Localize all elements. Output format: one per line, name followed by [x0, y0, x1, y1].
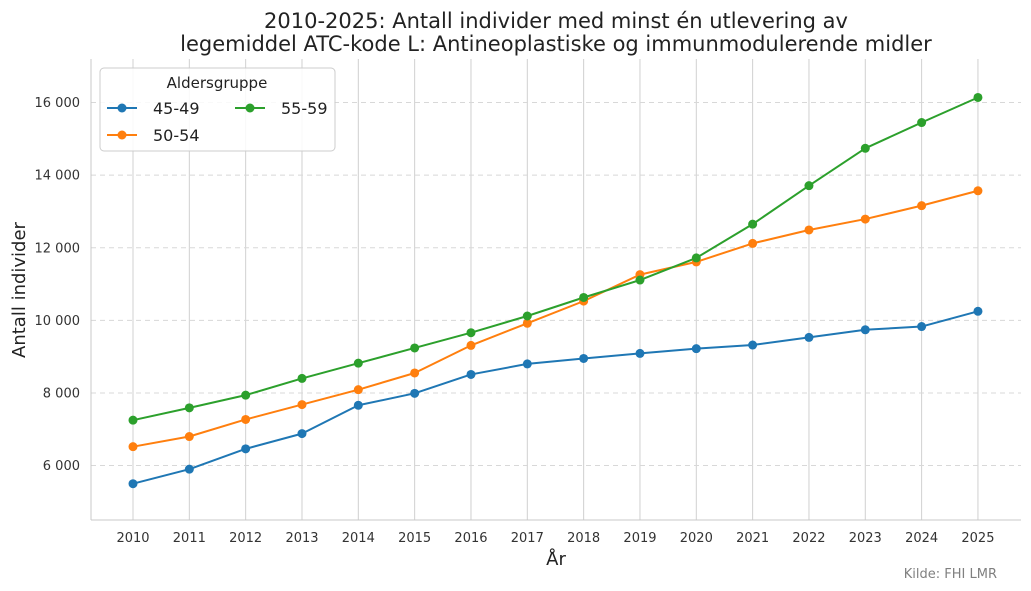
y-tick-label: 8 000 [43, 386, 80, 401]
data-point-45-49 [184, 464, 194, 474]
data-point-45-49 [860, 325, 870, 335]
data-point-45-49 [579, 353, 589, 363]
x-tick-label: 2023 [849, 531, 882, 546]
y-tick-label: 14 000 [35, 169, 81, 184]
data-point-55-59 [917, 118, 927, 128]
legend-label-45-49: 45-49 [153, 99, 200, 118]
x-axis-ticks: 2010 2011 2012 2013 2014 2015 2016 2017 2018 2019… [116, 531, 994, 546]
data-point-55-59 [748, 219, 758, 229]
x-tick-label: 2014 [342, 531, 375, 546]
data-point-50-54 [466, 340, 476, 350]
data-point-45-49 [353, 400, 363, 410]
data-point-45-49 [128, 479, 138, 489]
chart-title-line-1: 2010-2025: Antall individer med minst én… [264, 9, 848, 33]
x-tick-label: 2018 [567, 531, 600, 546]
series-line-55-59 [132, 96, 979, 422]
data-point-55-59 [297, 373, 307, 383]
data-point-50-54 [184, 432, 194, 442]
data-point-55-59 [353, 358, 363, 368]
y-axis-ticks: 6 000 8 000 10 000 12 000 14 000 16 000 [35, 96, 81, 474]
legend-marker-50-54 [117, 130, 127, 140]
data-point-55-59 [635, 275, 645, 285]
series-line-45-49 [132, 310, 979, 485]
data-point-45-49 [691, 344, 701, 354]
data-point-45-49 [297, 429, 307, 439]
chart-title: 2010-2025: Antall individer med minst én… [180, 9, 932, 56]
data-point-45-49 [973, 306, 983, 316]
data-point-50-54 [860, 214, 870, 224]
data-point-50-54 [297, 400, 307, 410]
x-tick-label: 2013 [285, 531, 318, 546]
data-point-55-59 [184, 403, 194, 413]
x-tick-label: 2012 [229, 531, 262, 546]
data-point-55-59 [691, 253, 701, 263]
x-tick-label: 2016 [454, 531, 487, 546]
series-line-50-54 [132, 189, 979, 448]
data-point-55-59 [410, 343, 420, 353]
x-tick-label: 2010 [116, 531, 149, 546]
y-tick-label: 16 000 [35, 96, 81, 111]
data-point-55-59 [579, 292, 589, 302]
data-point-45-49 [635, 348, 645, 358]
legend-label-50-54: 50-54 [153, 126, 200, 145]
y-tick-label: 6 000 [43, 459, 80, 474]
data-point-50-54 [804, 225, 814, 235]
data-point-45-49 [466, 369, 476, 379]
y-axis-label: Antall individer [9, 221, 30, 358]
x-tick-label: 2020 [680, 531, 713, 546]
legend-label-55-59: 55-59 [281, 99, 328, 118]
data-point-50-54 [128, 442, 138, 452]
data-point-45-49 [917, 322, 927, 332]
axes [90, 59, 1021, 521]
data-point-50-54 [241, 414, 251, 424]
data-point-55-59 [804, 181, 814, 191]
x-tick-label: 2024 [905, 531, 938, 546]
x-tick-label: 2011 [173, 531, 206, 546]
data-point-50-54 [410, 368, 420, 378]
x-tick-label: 2022 [792, 531, 825, 546]
legend-title: Aldersgruppe [167, 74, 268, 92]
data-point-55-59 [241, 390, 251, 400]
x-axis-label: År [546, 548, 566, 570]
data-point-45-49 [241, 444, 251, 454]
legend: Aldersgruppe 45-49 50-54 55-59 [99, 67, 336, 152]
data-point-50-54 [353, 385, 363, 395]
data-point-55-59 [860, 143, 870, 153]
y-tick-label: 10 000 [35, 314, 81, 329]
data-point-45-49 [410, 388, 420, 398]
legend-frame [99, 67, 336, 152]
data-point-45-49 [522, 359, 532, 369]
data-point-55-59 [466, 328, 476, 338]
data-point-55-59 [522, 311, 532, 321]
series-lines [128, 92, 983, 489]
x-tick-label: 2015 [398, 531, 431, 546]
x-tick-label: 2025 [961, 531, 994, 546]
x-tick-label: 2017 [511, 531, 544, 546]
y-tick-label: 12 000 [35, 241, 81, 256]
chart-title-line-2: legemiddel ATC-kode L: Antineoplastiske … [180, 32, 932, 56]
data-point-50-54 [748, 238, 758, 248]
data-point-50-54 [522, 318, 532, 328]
legend-marker-45-49 [117, 103, 127, 113]
data-point-45-49 [748, 340, 758, 350]
data-point-50-54 [973, 186, 983, 196]
x-tick-label: 2019 [623, 531, 656, 546]
data-point-45-49 [804, 332, 814, 342]
source-note: Kilde: FHI LMR [904, 567, 997, 582]
x-tick-label: 2021 [736, 531, 769, 546]
data-point-55-59 [973, 92, 983, 102]
legend-marker-55-59 [245, 103, 255, 113]
data-point-55-59 [128, 415, 138, 425]
data-point-50-54 [917, 201, 927, 211]
grid-lines [91, 59, 1021, 520]
